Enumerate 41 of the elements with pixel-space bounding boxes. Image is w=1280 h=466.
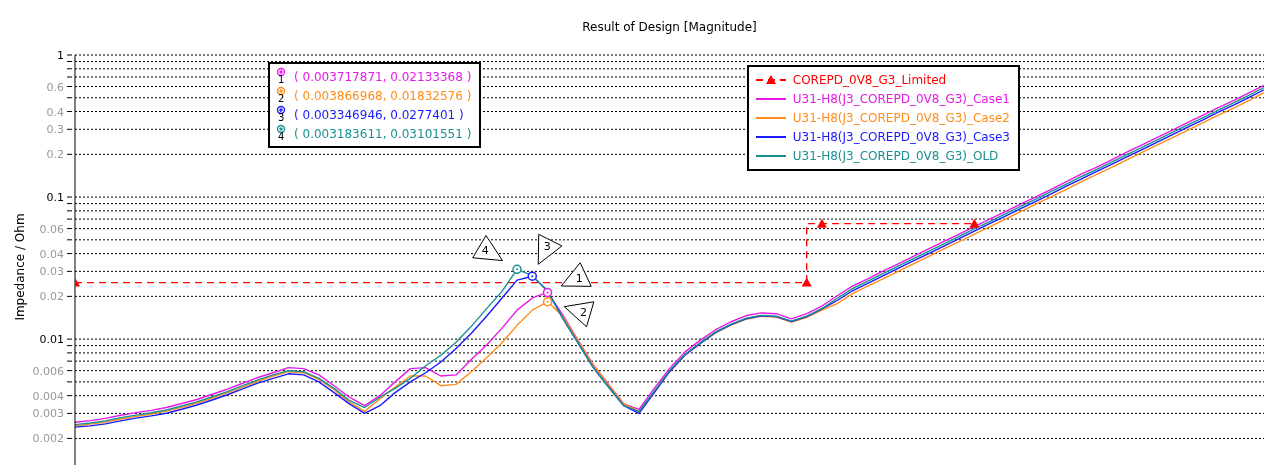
text: 3 <box>278 112 285 123</box>
y-tick-label: 0.006 <box>32 364 64 378</box>
annotation: 3 <box>543 240 551 254</box>
y-tick-label: 0.4 <box>46 105 64 119</box>
point <box>816 218 827 228</box>
legend-label: COREPD_0V8_G3_Limited <box>792 72 947 87</box>
y-tick-label: 0.1 <box>46 191 64 205</box>
y-tick-label: 0.04 <box>39 247 64 261</box>
legend-label: U31-H8(J3_COREPD_0V8_G3)_Case1 <box>792 91 1010 106</box>
y-tick-label: 0.2 <box>46 148 64 162</box>
point <box>542 287 553 298</box>
legend-label: U31-H8(J3_COREPD_0V8_G3)_Case3 <box>792 129 1010 144</box>
annotation: ( 0.003866968, 0.01832576 ) <box>294 88 472 103</box>
y-tick-label: 0.3 <box>46 123 64 137</box>
y-tick-label: 0.004 <box>32 389 64 403</box>
annotation: 2 <box>579 306 587 320</box>
y-tick-label: 0.002 <box>32 432 64 446</box>
annotation: ( 0.003717871, 0.02133368 ) <box>294 69 472 84</box>
y-tick-label: 0.01 <box>39 333 64 347</box>
y-tick-label: 0.02 <box>39 290 64 304</box>
y-tick-label: 1 <box>57 49 64 62</box>
legend-label: U31-H8(J3_COREPD_0V8_G3)_Case2 <box>792 110 1010 125</box>
y-tick-label: 0.03 <box>39 265 64 279</box>
chart-title: Result of Design [Magnitude] <box>581 20 758 34</box>
text: 2 <box>278 93 285 104</box>
text: 4 <box>278 131 285 142</box>
y-axis-title: Impedance / Ohm <box>13 212 27 323</box>
y-tick-label: 0.003 <box>32 407 64 421</box>
point <box>969 218 980 228</box>
text: 1 <box>278 74 285 85</box>
annotation: 4 <box>481 244 489 258</box>
legend-label: U31-H8(J3_COREPD_0V8_G3)_OLD <box>792 148 999 163</box>
y-tick-label: 0.6 <box>46 80 64 94</box>
point <box>801 277 812 287</box>
y-tick-label: 0.06 <box>39 222 64 236</box>
annotation: 1 <box>575 271 583 285</box>
point <box>542 297 553 307</box>
annotation: ( 0.003346946, 0.0277401 ) <box>294 107 464 122</box>
annotation: ( 0.003183611, 0.03101551 ) <box>294 126 472 141</box>
point <box>512 264 522 275</box>
point <box>527 271 538 281</box>
